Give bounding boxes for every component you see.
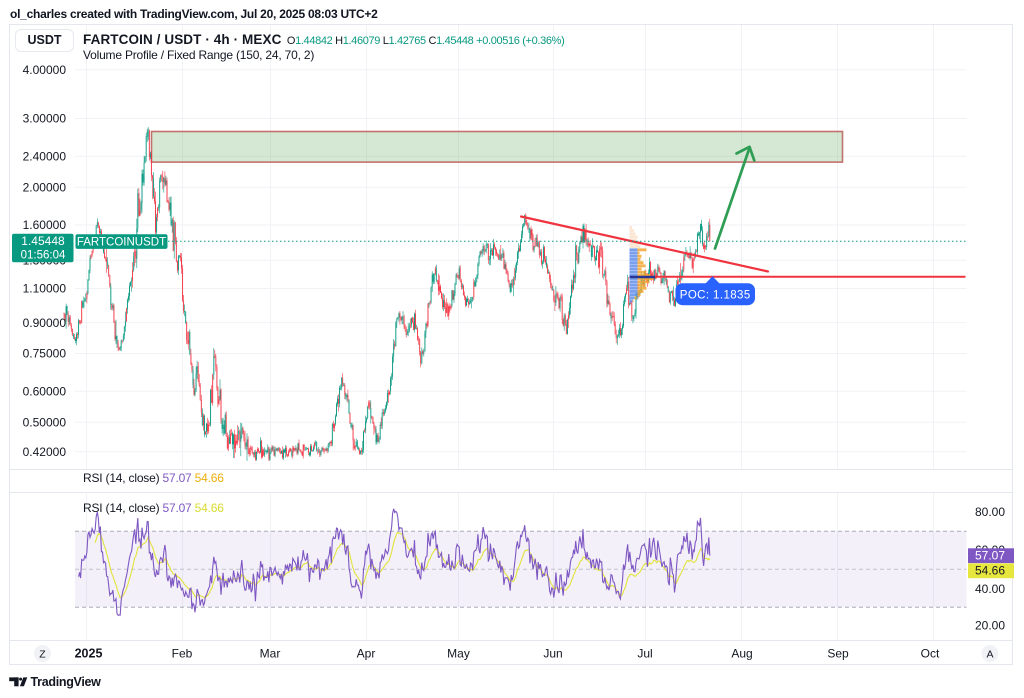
svg-text:Oct: Oct [921, 647, 940, 661]
svg-text:Z: Z [39, 648, 46, 660]
svg-text:A: A [986, 648, 993, 660]
svg-text:Jun: Jun [543, 647, 562, 661]
svg-text:Mar: Mar [260, 647, 281, 661]
svg-text:1.10000: 1.10000 [23, 282, 67, 296]
svg-text:57.07: 57.07 [975, 549, 1005, 563]
svg-text:20.00: 20.00 [975, 619, 1005, 633]
svg-text:0.75000: 0.75000 [23, 347, 67, 361]
svg-text:40.00: 40.00 [975, 582, 1005, 596]
svg-text:Feb: Feb [172, 647, 193, 661]
svg-text:0.42000: 0.42000 [23, 445, 67, 459]
svg-text:2.40000: 2.40000 [23, 150, 67, 164]
svg-text:80.00: 80.00 [975, 505, 1005, 519]
svg-text:Apr: Apr [357, 647, 376, 661]
svg-text:May: May [447, 647, 470, 661]
svg-text:FARTCOINUSDT: FARTCOINUSDT [77, 237, 166, 249]
svg-text:0.90000: 0.90000 [23, 316, 67, 330]
svg-text:0.60000: 0.60000 [23, 385, 67, 399]
svg-text:TradingView: TradingView [31, 675, 102, 689]
svg-text:POC: 1.1835: POC: 1.1835 [680, 290, 751, 302]
svg-text:1.45448: 1.45448 [21, 234, 65, 248]
svg-text:2.00000: 2.00000 [23, 180, 67, 194]
svg-text:01:56:04: 01:56:04 [21, 249, 66, 261]
svg-text:54.66: 54.66 [975, 564, 1005, 578]
svg-text:3.00000: 3.00000 [23, 112, 67, 126]
svg-text:4.00000: 4.00000 [23, 63, 67, 77]
svg-text:Jul: Jul [637, 647, 652, 661]
svg-text:1.60000: 1.60000 [23, 218, 67, 232]
svg-text:2025: 2025 [75, 647, 103, 661]
svg-text:Aug: Aug [731, 647, 752, 661]
svg-text:0.50000: 0.50000 [23, 415, 67, 429]
svg-text:Sep: Sep [827, 647, 849, 661]
